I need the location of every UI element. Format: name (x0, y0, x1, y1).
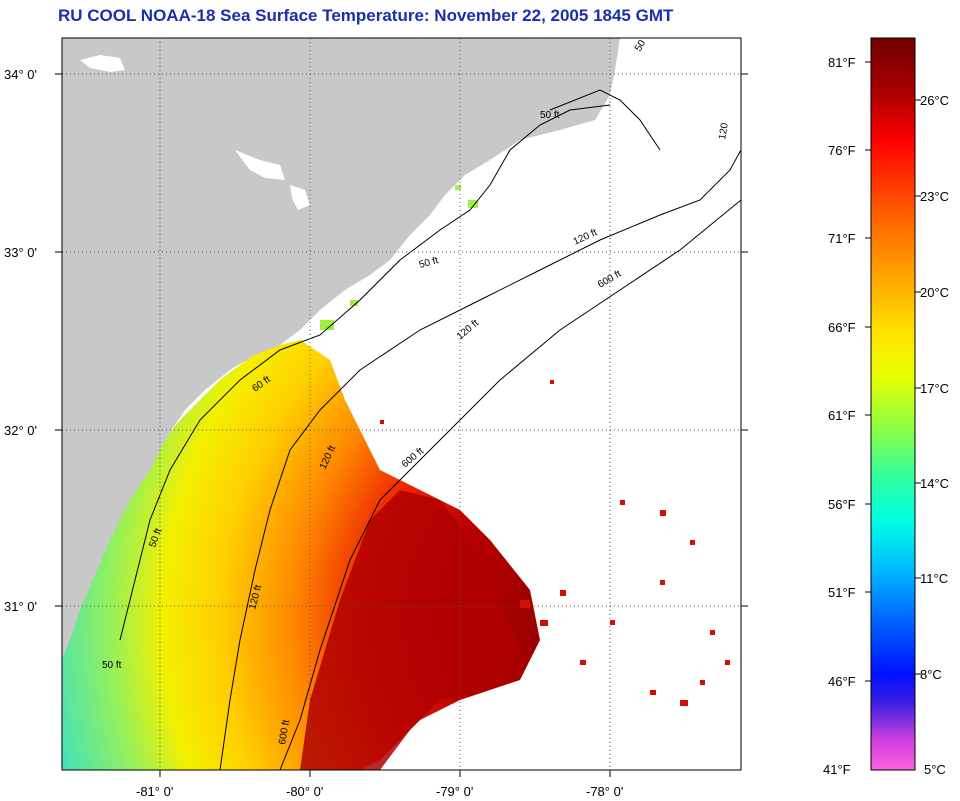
contour-label: 120 (717, 122, 731, 141)
celsius-label: 17°C (920, 381, 949, 396)
fahrenheit-label: 66°F (828, 320, 856, 335)
celsius-label: 8°C (920, 667, 942, 682)
fahrenheit-label: 61°F (828, 408, 856, 423)
latitude-label: 31° 0' (4, 599, 37, 614)
celsius-label: 23°C (920, 189, 949, 204)
fahrenheit-label: 41°F (823, 762, 851, 777)
fahrenheit-label: 81°F (828, 55, 856, 70)
colorbar-ticks (865, 61, 921, 682)
celsius-label: 26°C (920, 93, 949, 108)
fahrenheit-label: 46°F (828, 674, 856, 689)
frame-ticks (55, 73, 748, 777)
latitude-label: 33° 0' (4, 245, 37, 260)
colorbar (870, 37, 916, 771)
inland-lakes (80, 55, 310, 210)
longitude-label: -78° 0' (586, 784, 623, 799)
celsius-label: 11°C (920, 571, 948, 586)
latitude-label: 34° 0' (4, 67, 37, 82)
contour-label: 50 ft (102, 660, 122, 671)
fahrenheit-labels: 81°F 76°F 71°F 66°F 61°F 56°F 51°F 46°F … (823, 55, 856, 777)
celsius-label: 5°C (924, 762, 946, 777)
fahrenheit-label: 76°F (828, 143, 856, 158)
contour-shelf-edge (549, 89, 661, 151)
celsius-label: 14°C (920, 476, 949, 491)
contour-label: 600 ft (277, 719, 292, 746)
page-title: RU COOL NOAA-18 Sea Surface Temperature:… (58, 6, 674, 25)
fahrenheit-label: 71°F (828, 231, 856, 246)
contour-label: 50 ft (540, 110, 560, 121)
longitude-label: -80° 0' (286, 784, 323, 799)
coastal-green-patches (320, 185, 478, 330)
fahrenheit-label: 56°F (828, 497, 856, 512)
celsius-label: 20°C (920, 285, 949, 300)
map-frame (61, 37, 742, 771)
longitude-label: -81° 0' (136, 784, 173, 799)
fahrenheit-label: 51°F (828, 585, 856, 600)
contour-600ft (279, 199, 741, 770)
offshore-patches (380, 380, 730, 706)
contour-120ft (219, 149, 741, 770)
depth-contours (119, 89, 741, 770)
celsius-labels: 26°C 23°C 20°C 17°C 14°C 11°C 8°C 5°C (920, 93, 949, 777)
contour-label: 50 (633, 38, 648, 54)
latitude-label: 32° 0' (4, 423, 37, 438)
longitude-label: -79° 0' (436, 784, 473, 799)
contour-label: 50 ft (418, 255, 440, 271)
contour-50ft (119, 104, 611, 641)
land-mass (62, 38, 620, 660)
warm-core (300, 490, 520, 770)
